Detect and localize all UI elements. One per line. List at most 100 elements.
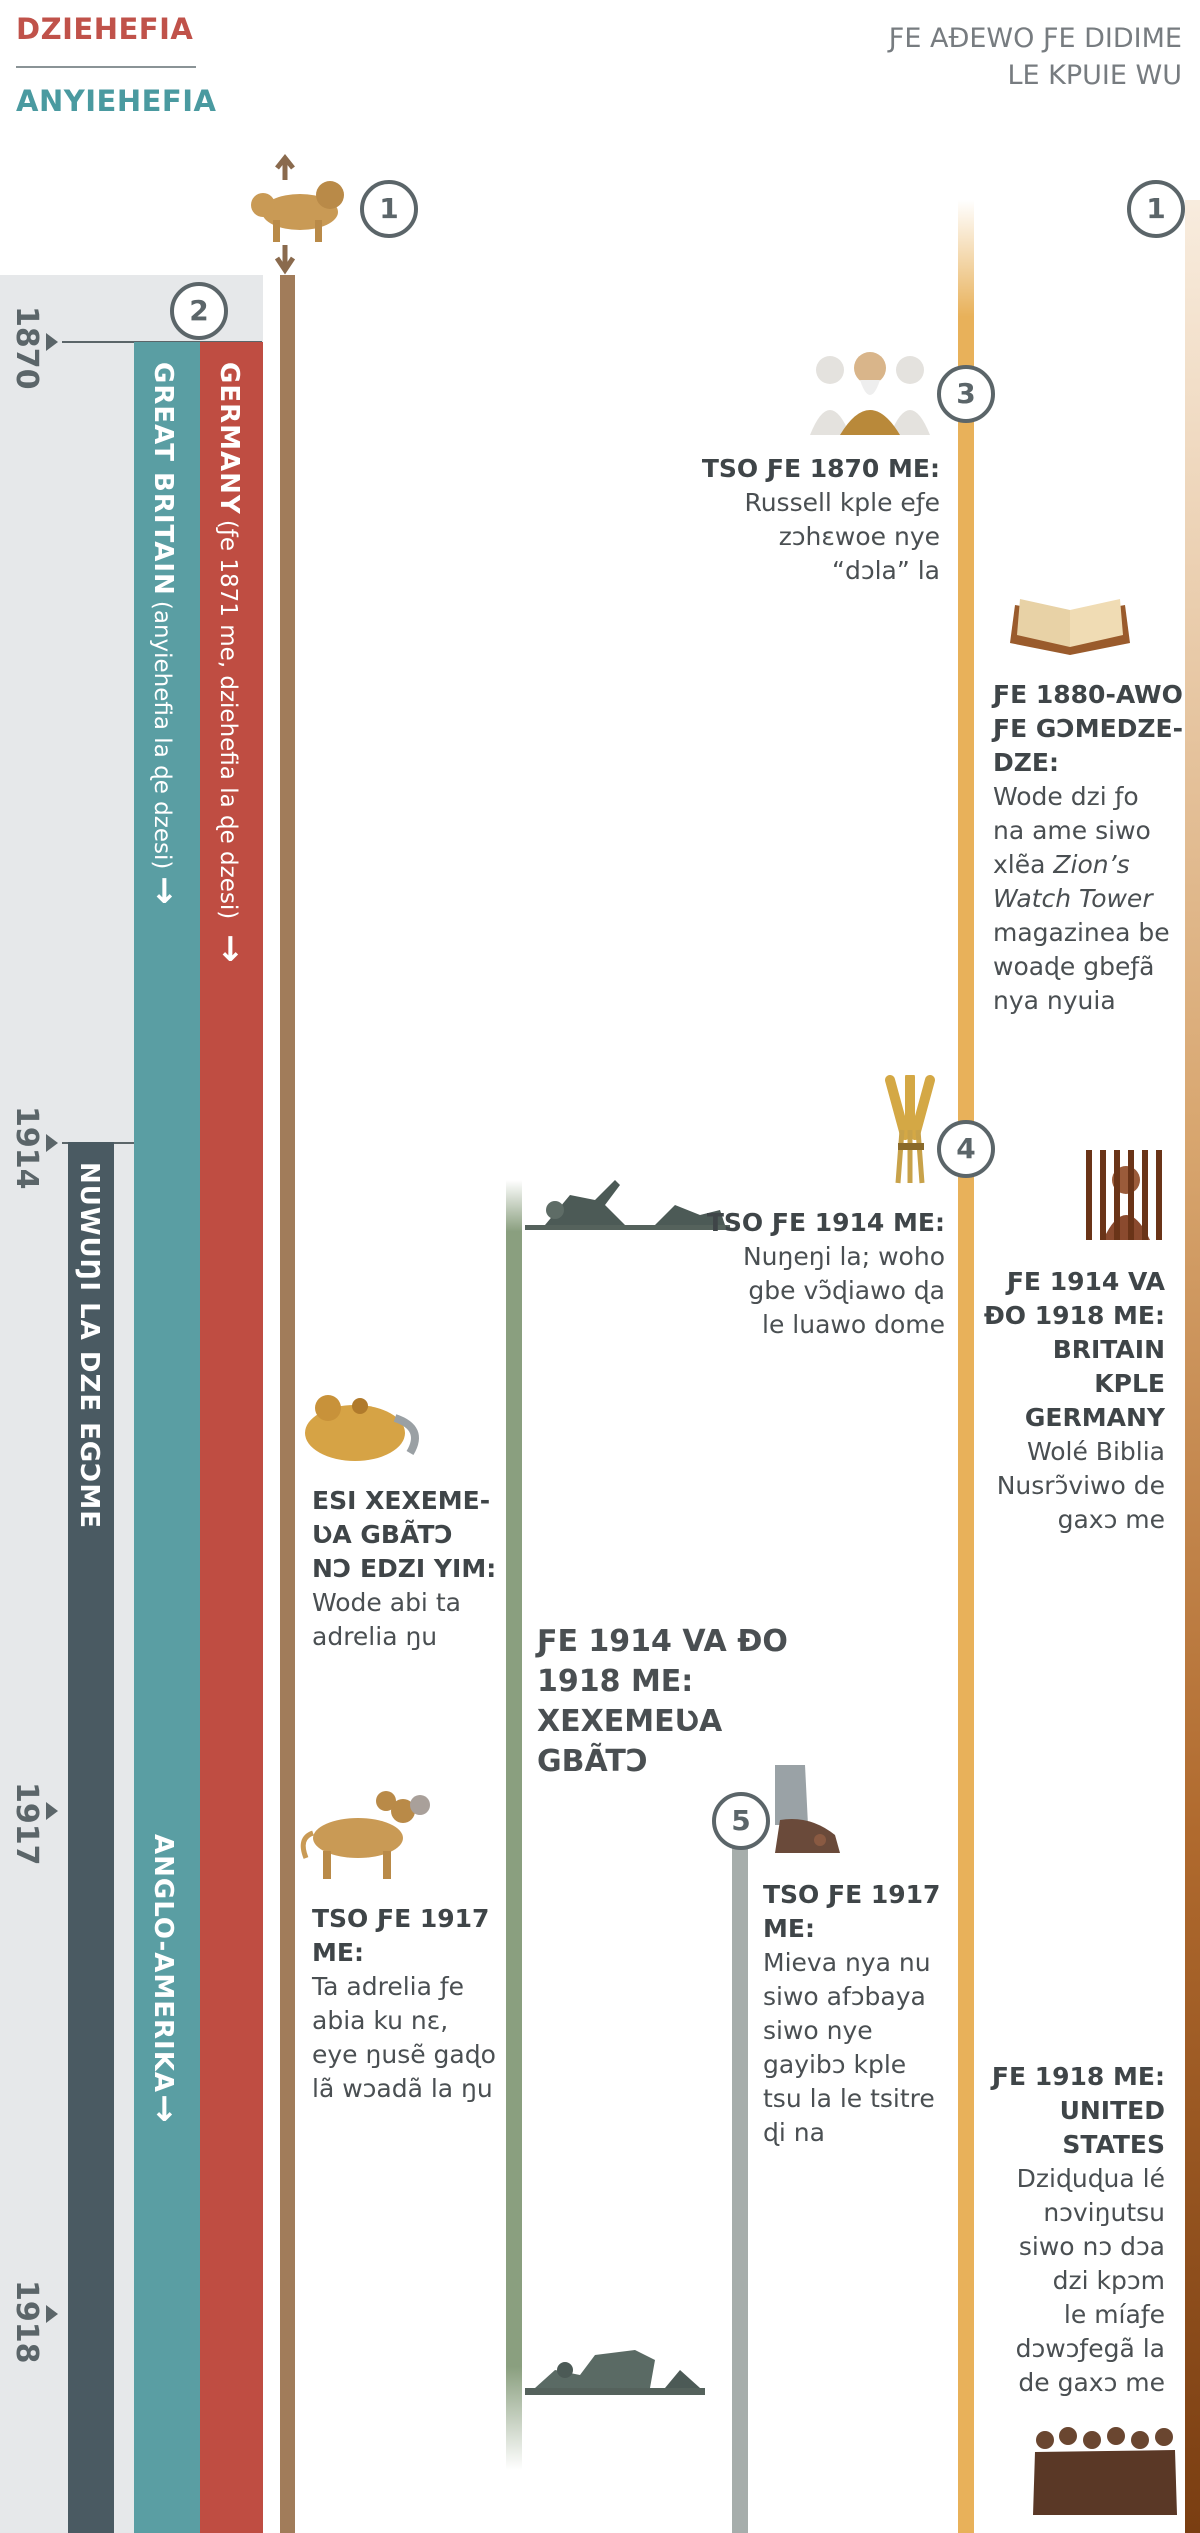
war-label-line: GBÃTƆ [537, 1744, 648, 1779]
germany-bar-label: GERMANY (ƒe 1871 me, dziehefia la ɖe dze… [214, 362, 244, 919]
event-1917-feet: TSO ƑE 1917 ME: Mieva nya nu siwo afɔbay… [763, 1878, 963, 2150]
marker-3: 3 [937, 365, 995, 423]
germany-note: (ƒe 1871 me, dziehefia la ɖe dzesi) [215, 519, 241, 920]
event-body-line: Russell kple eƒe [744, 488, 940, 517]
wounded-beast-icon [305, 1395, 419, 1461]
event-heading: TSO ƑE 1870 ME: [701, 454, 940, 483]
event-body-line: magazinea be [993, 918, 1170, 947]
marker-2: 2 [170, 282, 228, 340]
page-title-line: ƑE AÐEWO ƑE DIDIME [888, 23, 1182, 54]
event-heading: ME: [312, 1938, 364, 1967]
feet-timeline-line [732, 1842, 748, 2533]
marker-1-left: 1 [360, 180, 418, 238]
event-heading: TSO ƑE 1917 [763, 1880, 941, 1909]
event-heading: ƑE 1880-AWO [993, 680, 1183, 709]
event-body-line: Mieva nya nu [763, 1948, 931, 1977]
legend-east-label: DZIEHEFIA [16, 12, 194, 46]
event-body-line: tsu la le tsitre [763, 2084, 935, 2113]
year-tick-icon [46, 2305, 58, 2323]
event-heading: GERMANY [1024, 1403, 1165, 1432]
event-body-line: le míaƒe [1063, 2300, 1165, 2329]
seven-headed-beast-icon [300, 1791, 430, 1879]
event-1914: TSO ƑE 1914 ME: Nuŋeŋi la; woho gbe vɔ̃ɖ… [640, 1206, 945, 1342]
legend-divider [16, 66, 196, 68]
imprisoned-brothers-icon [1033, 2427, 1177, 2515]
germany-name: GERMANY [214, 362, 244, 515]
war-label-line: 1918 ME: [537, 1664, 694, 1699]
year-tick-icon [46, 1134, 58, 1152]
russell-portrait-icon [810, 352, 930, 435]
nuwuyi-bar-label: NUWUŊI LA DZE EGƆME [74, 1162, 104, 1529]
event-heading: ƑE 1918 ME: [991, 2062, 1165, 2091]
war-label-line: ƑE 1914 VA ÐO [537, 1624, 788, 1659]
soldiers-icon [525, 1180, 730, 1230]
event-body-line: lã wɔadã la ŋu [312, 2074, 493, 2103]
soldiers-icon [525, 2350, 705, 2395]
event-1917-beast: TSO ƑE 1917 ME: Ta adrelia ƒe abia ku nɛ… [312, 1902, 512, 2106]
event-body-line: le luawo dome [762, 1310, 945, 1339]
marker-1-right: 1 [1127, 180, 1185, 238]
event-body-line: adrelia ŋu [312, 1622, 438, 1651]
event-heading: ME: [763, 1914, 815, 1943]
event-body-line: siwo afɔbaya [763, 1982, 926, 2011]
event-body-line: siwo nɔ dɔa [1018, 2232, 1165, 2261]
bible-icon [1010, 599, 1130, 655]
event-body-line: gayibɔ kple [763, 2050, 907, 2079]
legend-west-label: ANYIEHEFIA [16, 84, 217, 118]
event-heading: ƑE GƆMEDZE- [993, 714, 1184, 743]
wild-beast-icon [251, 153, 344, 275]
event-body-line: gbe vɔ̃ɖiawo ɖa [748, 1276, 945, 1305]
event-body-line: Wolé Biblia [1026, 1437, 1165, 1466]
nuwuyi-name: NUWUŊI LA DZE EGƆME [74, 1162, 104, 1529]
event-body-line: Dziɖuɖua lé [1016, 2164, 1165, 2193]
anglo-name: ANGLO-AMERIKA [148, 1834, 178, 2093]
event-heading: TSO ƑE 1917 [312, 1904, 490, 1933]
event-heading: STATES [1062, 2130, 1165, 2159]
event-body-line: xlẽa Zion’s [993, 848, 1193, 882]
gold-timeline-line [958, 200, 974, 2533]
event-body-line: eye ŋusẽ gaɖo [312, 2040, 496, 2069]
event-body-line: Watch Tower [993, 884, 1153, 913]
event-body-fragment: xlẽa [993, 850, 1046, 879]
event-heading: NƆ EDZI YIM: [312, 1554, 497, 1583]
marker-5: 5 [712, 1792, 770, 1850]
event-body-line: zɔhɛwoe nye [778, 522, 940, 551]
event-body-line: woaɖe gbeƒã [993, 952, 1155, 981]
marker-4: 4 [937, 1120, 995, 1178]
event-1870: TSO ƑE 1870 ME: Russell kple eƒe zɔhɛwoe… [620, 452, 940, 588]
nuwuyi-bar [68, 1142, 114, 2533]
event-body-line: na ame siwo [993, 816, 1151, 845]
page-title: ƑE AÐEWO ƑE DIDIME LE KPUIE WU [782, 20, 1182, 94]
year-label-1870: 1870 [9, 306, 44, 390]
event-heading: UNITED [1059, 2096, 1165, 2125]
britain-name: GREAT BRITAIN [148, 362, 178, 596]
prophecy-timeline-line [1185, 200, 1200, 2533]
event-body-line: dɔwɔƒegã la [1015, 2334, 1165, 2363]
war-label-line: XEXEMEƲA [537, 1704, 723, 1739]
event-1918-united-states: ƑE 1918 ME: UNITED STATES Dziɖuɖua lé nɔ… [975, 2060, 1165, 2400]
event-body-line: de gaxɔ me [1018, 2368, 1165, 2397]
britain-bar [134, 342, 200, 2533]
down-arrow-icon: ↓ [216, 930, 245, 970]
event-1880s: ƑE 1880-AWO ƑE GƆMEDZE- DZE: Wode dzi ƒo… [993, 678, 1193, 1018]
year-label-1918: 1918 [9, 2280, 44, 2364]
year-label-1914: 1914 [9, 1106, 44, 1190]
down-arrow-icon: ↓ [150, 872, 179, 912]
britain-bar-label: GREAT BRITAIN (anyiehefia la ɖe dzesi) [148, 362, 178, 869]
year-tick-icon [46, 333, 58, 351]
anglo-america-label: ANGLO-AMERIKA [148, 1834, 178, 2093]
event-heading: BRITAIN KPLE [1052, 1335, 1165, 1398]
event-body-line: ɖi na [763, 2118, 825, 2147]
event-heading: ESI XEXEME- [312, 1486, 491, 1515]
magazine-name-italic: Zion’s [1053, 850, 1130, 879]
event-body-line: nɔviŋutsu [1043, 2198, 1165, 2227]
event-body-line: siwo nye [763, 2016, 873, 2045]
page-title-line: LE KPUIE WU [1007, 60, 1183, 91]
prison-bars-icon [1078, 1150, 1173, 1240]
event-heading: ƲA GBÃTƆ [312, 1520, 453, 1549]
event-body-line: Ta adrelia ƒe [312, 1972, 465, 2001]
event-heading: ƑE 1914 VA [1006, 1267, 1165, 1296]
event-body-line: gaxɔ me [1057, 1505, 1165, 1534]
britain-note: (anyiehefia la ɖe dzesi) [149, 600, 175, 870]
germany-bar [200, 342, 263, 2533]
